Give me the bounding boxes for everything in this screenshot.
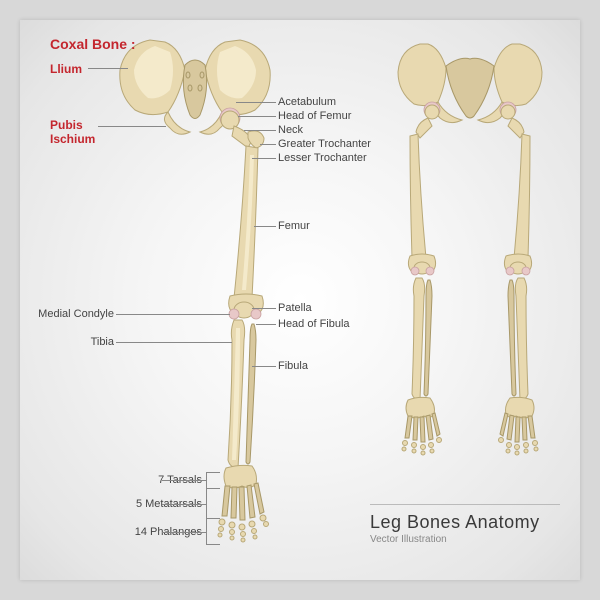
bracket-meta-bot: [206, 518, 220, 519]
leader-patella: [252, 308, 276, 309]
label-head-of-femur: Head of Femur: [278, 110, 351, 122]
label-llium: Llium: [50, 62, 82, 76]
leader-tibia: [116, 342, 232, 343]
label-femur: Femur: [278, 220, 310, 232]
label-ischium: Ischium: [50, 132, 95, 146]
title-main: Leg Bones Anatomy: [370, 512, 540, 533]
label-patella: Patella: [278, 302, 312, 314]
diagram-panel: Coxal Bone : Llium Pubis Ischium Acetabu…: [20, 20, 580, 580]
title-sub: Vector Illustration: [370, 534, 447, 545]
leader-neck: [244, 130, 276, 131]
leader-fibula: [252, 366, 276, 367]
leader-femur: [254, 226, 276, 227]
label-lesser-trochanter: Lesser Trochanter: [278, 152, 367, 164]
label-medial-condyle: Medial Condyle: [38, 308, 114, 320]
leader-greater-troch: [260, 144, 276, 145]
leader-tarsals: [162, 480, 206, 481]
coxal-heading: Coxal Bone :: [50, 36, 136, 52]
label-fibula: Fibula: [278, 360, 308, 372]
label-head-of-fibula: Head of Fibula: [278, 318, 350, 330]
leader-llium: [88, 68, 128, 69]
label-greater-trochanter: Greater Trochanter: [278, 138, 371, 150]
title-rule: [370, 504, 560, 505]
leader-lesser-troch: [252, 158, 276, 159]
bracket-v: [206, 472, 207, 544]
bracket-tarsal-top: [206, 472, 220, 473]
bracket-tarsal-bot: [206, 488, 220, 489]
leader-pubis: [98, 126, 166, 127]
leader-head-femur: [238, 116, 276, 117]
leader-medial-condyle: [116, 314, 230, 315]
bracket-phal-bot: [206, 544, 220, 545]
label-pubis: Pubis: [50, 118, 83, 132]
leader-phalanges: [162, 532, 206, 533]
leader-head-fibula: [256, 324, 276, 325]
leader-metatarsals: [162, 504, 206, 505]
label-tibia: Tibia: [91, 336, 114, 348]
label-neck: Neck: [278, 124, 303, 136]
right-skeleton: [360, 34, 580, 514]
label-acetabulum: Acetabulum: [278, 96, 336, 108]
leader-acetabulum: [236, 102, 276, 103]
